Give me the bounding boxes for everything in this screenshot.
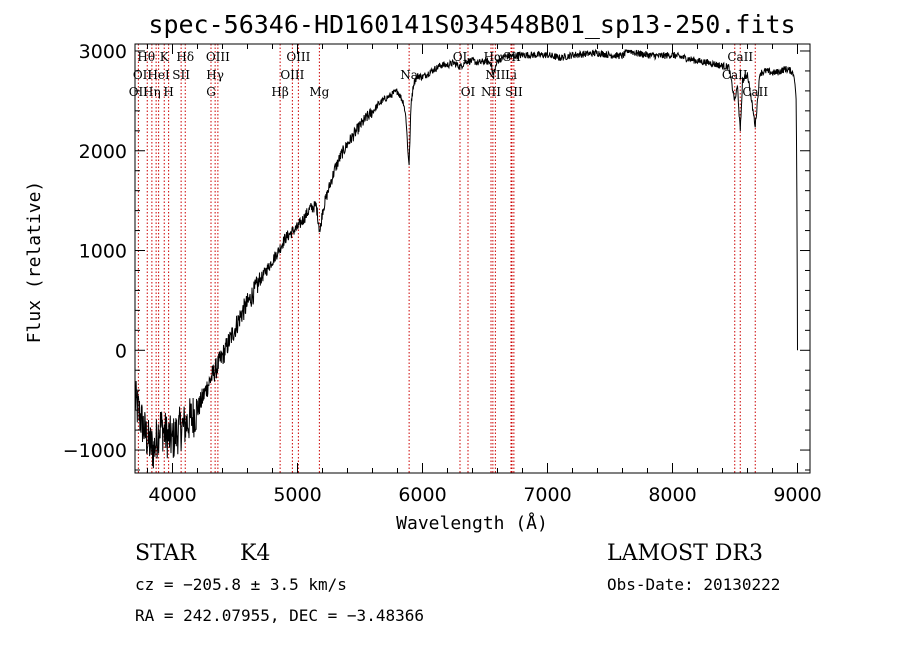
spectral-line-label: OIII	[280, 68, 304, 82]
plot-frame	[134, 43, 811, 474]
spectral-line-label: SII	[172, 68, 190, 82]
spectral-line-label: CaII	[742, 85, 768, 99]
x-tick-label: 4000	[148, 484, 196, 506]
spectral-line-label: G	[206, 85, 216, 99]
x-tick-label: 5000	[273, 484, 321, 506]
spectral-line-label: SII	[505, 85, 523, 99]
spectral-line-label: Hδ	[176, 50, 194, 64]
spectral-line-label: OII	[133, 68, 153, 82]
x-axis: 4000 5000 6000 7000 8000 9000	[147, 44, 822, 506]
y-axis-label: Flux (relative)	[24, 181, 45, 344]
x-tick-label: 8000	[648, 484, 696, 506]
x-tick-label: 6000	[398, 484, 446, 506]
spectral-line-label: NII	[481, 85, 501, 99]
spectral-line-label: OI	[461, 85, 476, 99]
chart-title: spec-56346-HD160141S034548B01_sp13-250.f…	[148, 10, 795, 39]
redshift-text: cz = −205.8 ± 3.5 km/s	[135, 575, 347, 594]
y-tick-label: 0	[115, 340, 127, 362]
survey-name: LAMOST DR3	[607, 541, 763, 566]
spectral-line-label: Na	[400, 68, 418, 82]
spectral-line-label: Hθ	[137, 50, 155, 64]
x-axis-label: Wavelength (Å)	[396, 512, 548, 534]
spectral-line-label: OII	[129, 85, 149, 99]
spectral-line-label: Hγ	[206, 68, 224, 82]
coords-text: RA = 242.07955, DEC = −3.48366	[135, 606, 424, 625]
spectral-line-label: OIII	[286, 50, 310, 64]
spectral-line-label: HeI	[147, 68, 170, 82]
y-axis: −1000 0 1000 2000 3000	[63, 41, 810, 471]
y-tick-label: 2000	[79, 141, 127, 163]
spectral-line-label: CaII	[722, 68, 748, 82]
spectral-line-label: Hη	[143, 85, 161, 99]
y-tick-label: 3000	[79, 41, 127, 63]
x-tick-label: 9000	[773, 484, 821, 506]
spectral-line-label: OIII	[206, 50, 230, 64]
y-tick-label: −1000	[63, 440, 127, 462]
spectral-line-label: Mg	[309, 85, 329, 99]
spectral-line-label: CaII	[727, 50, 753, 64]
x-tick-label: 7000	[523, 484, 571, 506]
spectral-line-label: K	[160, 50, 170, 64]
spectral-line-markers	[137, 44, 756, 473]
y-tick-label: 1000	[79, 241, 127, 263]
spectral-line-label: OI	[453, 50, 468, 64]
spectrum-line	[134, 48, 798, 469]
spectral-line-label: Li	[505, 68, 517, 82]
obs-date-text: Obs-Date: 20130222	[607, 575, 780, 594]
spectral-line-label: NII	[485, 68, 505, 82]
spectral-line-label: Hβ	[271, 85, 288, 99]
object-subclass: K4	[240, 541, 270, 566]
spectral-line-label: H	[163, 85, 173, 99]
object-class: STAR	[135, 541, 197, 566]
